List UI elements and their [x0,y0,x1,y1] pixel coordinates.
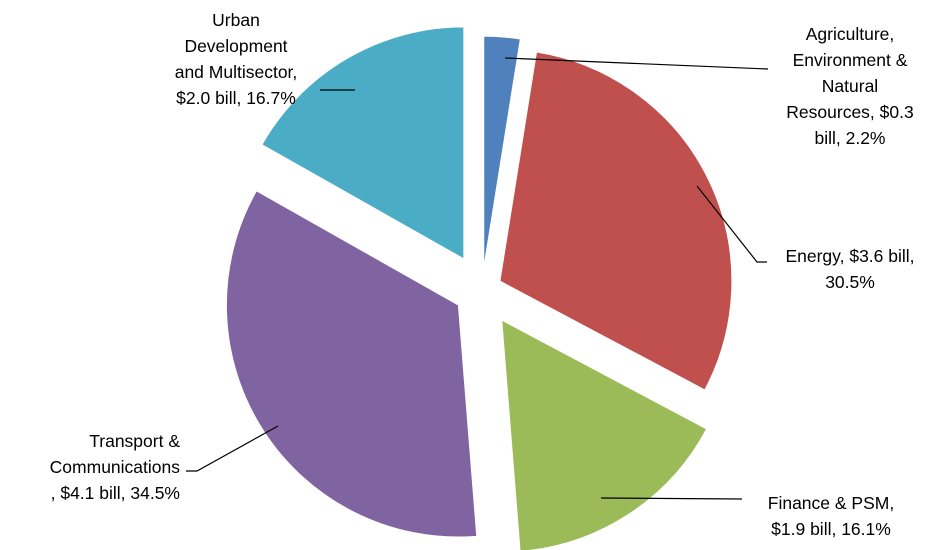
data-label-agriculture-environment-natural-resources: Agriculture, Environment & Natural Resource… [786,24,913,148]
data-label-finance-psm: Finance & PSM, $1.9 bill, 16.1% [768,493,894,539]
pie-slice-finance-psm [501,319,708,550]
data-label-line: , $4.1 bill, 34.5% [51,483,180,503]
leader-line-energy [696,185,767,263]
data-label-energy: Energy, $3.6 bill, 30.5% [785,246,914,292]
data-label-line: $2.0 bill, 16.7% [176,88,296,108]
data-label-line: Natural [822,76,878,96]
data-label-line: Finance & PSM, [768,493,894,513]
leader-line-transport-communications [186,425,279,472]
data-label-line: Resources, $0.3 [786,102,913,122]
data-label-line: Communications [50,457,181,477]
pie-slice-transport-communications [225,190,478,538]
data-label-line: Environment & [793,50,908,70]
pie-slice-agriculture-environment-natural-resources [483,35,521,269]
data-label-line: Energy, $3.6 bill, [785,246,914,266]
pie-slice-urban-development-and-multisector [261,26,465,260]
data-label-line: 30.5% [825,272,875,292]
pie-slice-energy [499,51,733,391]
data-label-transport-communications: Transport & Communications , $4.1 bill, 34… [50,431,181,503]
data-labels: Agriculture, Environment & Natural Resource… [50,10,915,539]
data-label-line: Agriculture, [806,24,895,44]
data-label-line: Development [184,36,287,56]
leader-line-finance-psm [600,497,743,500]
leader-line-agriculture-environment-natural-resources [504,57,769,70]
data-label-line: bill, 2.2% [814,128,885,148]
pie-slices [225,26,733,550]
data-label-line: and Multisector, [175,62,298,82]
data-label-line: Urban [212,10,260,30]
leader-lines [186,57,769,500]
data-label-line: $1.9 bill, 16.1% [771,519,891,539]
data-label-line: Transport & [89,431,180,451]
data-label-urban-development-and-multisector: Urban Development and Multisector, $2.0 bil… [175,10,298,108]
